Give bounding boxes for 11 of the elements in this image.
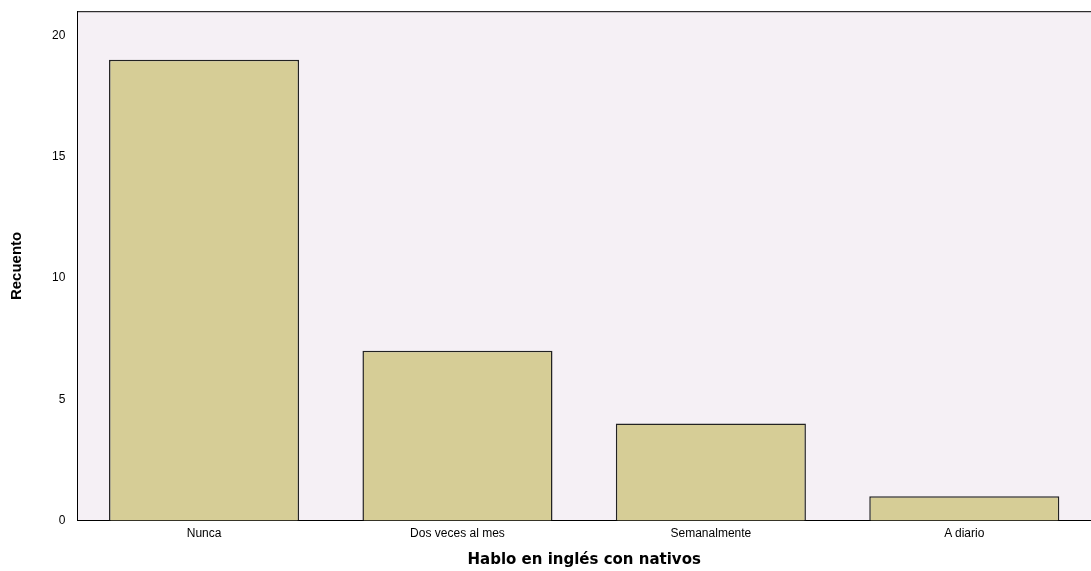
x-axis-title: Hablo en inglés con nativos — [467, 549, 701, 568]
y-axis-title: Recuento — [7, 231, 25, 301]
y-tick-label: 20 — [51, 27, 66, 42]
y-tick-label: 5 — [58, 391, 66, 406]
x-tick-label: A diario — [944, 526, 985, 541]
x-tick-label: Nunca — [186, 526, 222, 541]
x-tick-label: Dos veces al mes — [410, 526, 505, 541]
y-tick-label: 10 — [51, 270, 66, 285]
x-tick-label: Semanalmente — [670, 526, 752, 541]
y-tick-label: 0 — [58, 512, 66, 527]
y-tick-label: 15 — [51, 149, 66, 164]
